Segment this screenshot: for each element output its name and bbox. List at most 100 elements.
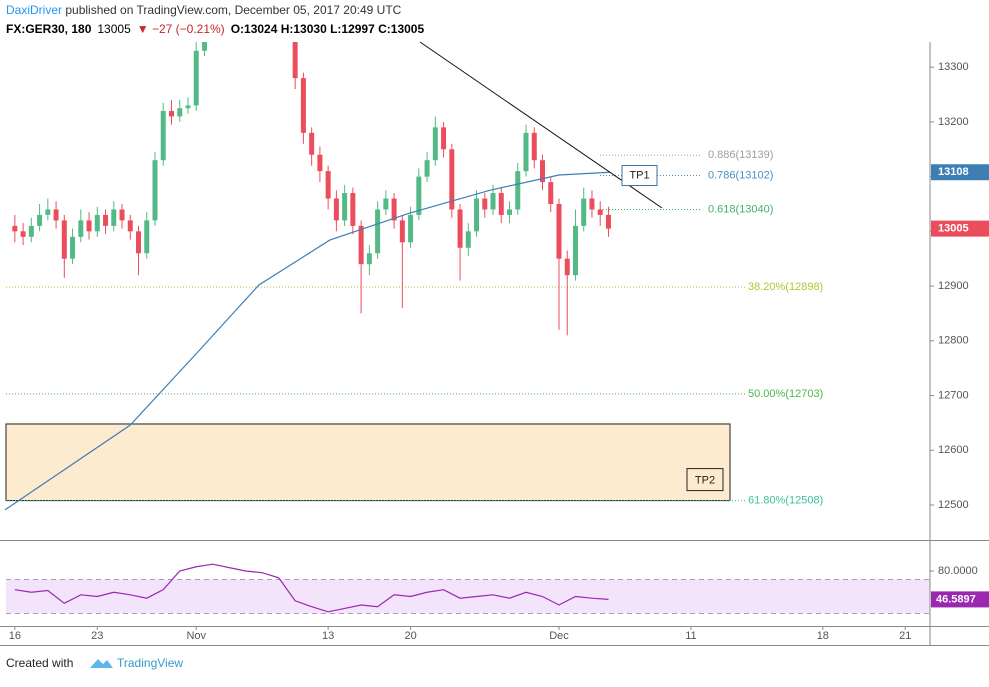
candle-body bbox=[441, 127, 447, 150]
fib-label: 61.80%(12508) bbox=[748, 495, 823, 507]
published: published on TradingView.com, December 0… bbox=[62, 3, 402, 17]
y-tick-label: 13300 bbox=[938, 61, 969, 73]
candle-body bbox=[523, 132, 529, 172]
candle-body bbox=[457, 209, 463, 248]
fib-label: 0.786(13102) bbox=[708, 169, 773, 181]
candle-body bbox=[127, 220, 133, 232]
y-tick-label: 12900 bbox=[938, 280, 969, 292]
y-tick-label: 13200 bbox=[938, 116, 969, 128]
y-tick-label: 12600 bbox=[938, 444, 969, 456]
candle-body bbox=[548, 182, 554, 204]
candle-body bbox=[408, 214, 414, 243]
author[interactable]: DaxiDriver bbox=[6, 3, 62, 17]
symbol: FX:GER30, 180 bbox=[6, 22, 92, 36]
candle-body bbox=[37, 214, 43, 226]
candle-body bbox=[28, 225, 34, 237]
candle-body bbox=[160, 110, 166, 161]
candle-body bbox=[309, 132, 315, 155]
candle-body bbox=[564, 258, 570, 276]
x-tick-label: 18 bbox=[817, 630, 829, 642]
candle-body bbox=[515, 171, 521, 210]
candle-body bbox=[86, 220, 92, 232]
main-pane: TP2 bbox=[4, 42, 745, 511]
candle-body bbox=[556, 203, 562, 259]
x-tick-label: 21 bbox=[899, 630, 911, 642]
rsi-tag bbox=[931, 591, 989, 608]
candle-body bbox=[70, 236, 76, 259]
candle-body bbox=[597, 209, 603, 215]
tp1-label: TP1 bbox=[629, 169, 649, 181]
candle-body bbox=[391, 198, 397, 221]
candle-body bbox=[144, 220, 150, 254]
last: 13005 bbox=[97, 22, 131, 36]
change: ▼ −27 (−0.21%) bbox=[137, 22, 225, 36]
candle-body bbox=[572, 225, 578, 276]
rsi-tag-label: 46.5897 bbox=[936, 593, 976, 605]
candle-body bbox=[507, 209, 513, 215]
moving-average bbox=[4, 171, 611, 511]
fib-label: 50.00%(12703) bbox=[748, 388, 823, 400]
fib-label: 38.20%(12898) bbox=[748, 281, 823, 293]
y-tick-label: 12700 bbox=[938, 389, 969, 401]
price-tag bbox=[931, 220, 989, 237]
candle-body bbox=[540, 160, 545, 183]
price-tag-label: 13005 bbox=[938, 223, 969, 235]
rsi-tick-label: 80.0000 bbox=[938, 565, 978, 577]
candle-body bbox=[193, 50, 199, 106]
candle-body bbox=[20, 231, 26, 237]
rsi-line bbox=[14, 563, 609, 613]
candle-body bbox=[185, 105, 191, 109]
candle-body bbox=[317, 154, 323, 172]
candle-body bbox=[375, 209, 381, 254]
candle-body bbox=[342, 193, 348, 221]
candle-body bbox=[292, 42, 298, 79]
candle-body bbox=[103, 214, 109, 226]
candle-body bbox=[399, 220, 405, 243]
candle-body bbox=[111, 209, 117, 226]
rsi-band bbox=[6, 579, 930, 614]
candle-body bbox=[482, 198, 488, 210]
candle-body bbox=[589, 198, 595, 210]
x-tick-label: 13 bbox=[322, 630, 334, 642]
candle-body bbox=[605, 214, 611, 229]
target-zone bbox=[5, 423, 731, 502]
candle-body bbox=[61, 220, 67, 259]
y-tick-label: 12800 bbox=[938, 335, 969, 347]
logo bbox=[90, 659, 113, 668]
x-tick-label: Dec bbox=[549, 630, 569, 642]
candle-body bbox=[383, 198, 389, 210]
candle-body bbox=[581, 198, 587, 226]
tp1-box bbox=[621, 165, 658, 187]
x-tick-label: 16 bbox=[9, 630, 21, 642]
candle-body bbox=[416, 176, 422, 215]
candle-body bbox=[424, 160, 430, 177]
candle-body bbox=[168, 110, 174, 117]
candle-body bbox=[53, 209, 59, 221]
x-tick-label: 20 bbox=[404, 630, 416, 642]
candle-body bbox=[474, 198, 480, 232]
candle-body bbox=[449, 149, 455, 210]
zone-label: TP2 bbox=[695, 475, 715, 487]
x-tick-label: Nov bbox=[186, 630, 206, 642]
candle-body bbox=[465, 231, 471, 248]
candle-body bbox=[136, 231, 142, 254]
candle-body bbox=[12, 225, 18, 232]
y-tick-label: 12500 bbox=[938, 499, 969, 511]
brand[interactable]: TradingView bbox=[117, 656, 183, 670]
price-tag-label: 13108 bbox=[938, 166, 969, 178]
created-with: Created with bbox=[6, 656, 73, 670]
price-tag bbox=[931, 164, 989, 181]
candle-body bbox=[94, 214, 100, 232]
candle-body bbox=[201, 42, 207, 51]
x-tick-label: 11 bbox=[685, 630, 696, 642]
symbol-line: FX:GER30, 180 13005 ▼ −27 (−0.21%) O:13024 … bbox=[6, 22, 424, 36]
fib-label: 0.618(13040) bbox=[708, 203, 773, 215]
candle-body bbox=[45, 209, 51, 215]
candle-body bbox=[78, 220, 84, 237]
zone-label-box bbox=[686, 468, 724, 492]
candle-body bbox=[498, 193, 504, 215]
candle-body bbox=[152, 160, 158, 221]
candle-body bbox=[366, 253, 372, 265]
candle-body bbox=[432, 127, 438, 161]
